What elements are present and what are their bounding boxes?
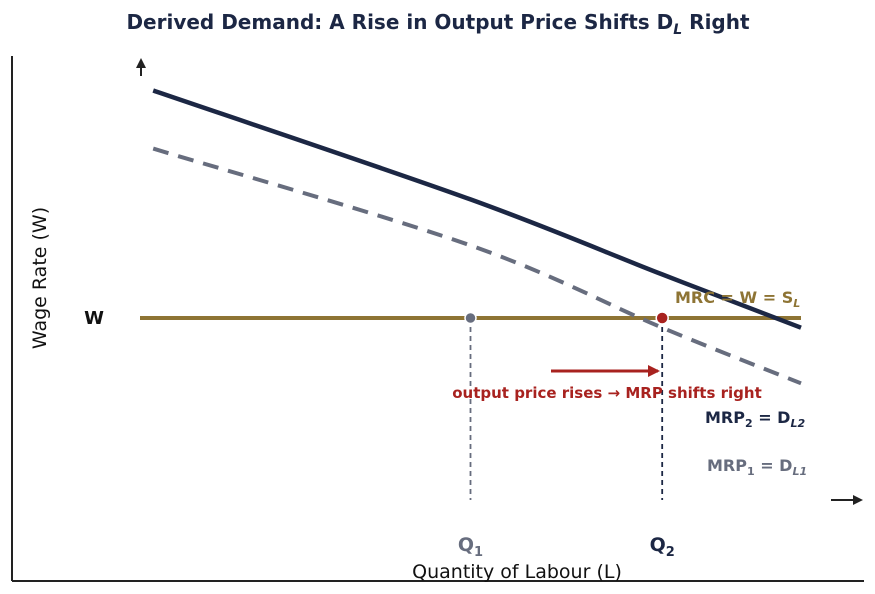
mrp1-label-d: L1: [792, 465, 807, 478]
x-tick-label-q1: Q1: [458, 534, 483, 560]
x-tick-q1-sub: 1: [474, 545, 483, 560]
mrp2-label-b: 2: [745, 417, 753, 430]
mrp2-label-d: L2: [790, 417, 805, 430]
x-tick-q2-sub: 2: [666, 545, 675, 560]
series-label-mrp2: MRP2 = DL2: [705, 408, 805, 430]
series-label-mrp1: MRP1 = DL1: [707, 456, 807, 478]
chart-title-main: Derived Demand: A Rise in Output Price S…: [126, 10, 673, 34]
chart-title: Derived Demand: A Rise in Output Price S…: [126, 10, 750, 38]
mrp1-label-c: = D: [755, 456, 793, 475]
mrp2-label-c: = D: [753, 408, 791, 427]
series-line-mrp2: [152, 88, 802, 330]
y-tick-label-w: W: [84, 308, 104, 329]
chart-title-sub: L: [673, 22, 682, 38]
mrp1-label-a: MRP: [707, 456, 747, 475]
mrp1-label-b: 1: [747, 465, 755, 478]
x-tick-q1-main: Q: [458, 534, 474, 556]
series-line-mrp1: [152, 146, 802, 386]
x-tick-label-q2: Q2: [650, 534, 675, 560]
x-axis-label: Quantity of Labour (L): [412, 561, 622, 583]
series-label-mrc: MRC = W = SL: [675, 288, 800, 310]
y-axis-label: Wage Rate (W): [29, 207, 51, 349]
mrc-label-main: MRC = W = S: [675, 288, 793, 307]
chart-title-tail: Right: [682, 10, 750, 34]
equilibrium-point-q1: [464, 311, 477, 325]
shift-annotation: output price rises → MRP shifts right: [452, 384, 762, 402]
mrp2-label-a: MRP: [705, 408, 745, 427]
x-tick-q2-main: Q: [650, 534, 666, 556]
mrc-label-sub: L: [793, 297, 800, 310]
equilibrium-point-q2: [655, 311, 669, 325]
